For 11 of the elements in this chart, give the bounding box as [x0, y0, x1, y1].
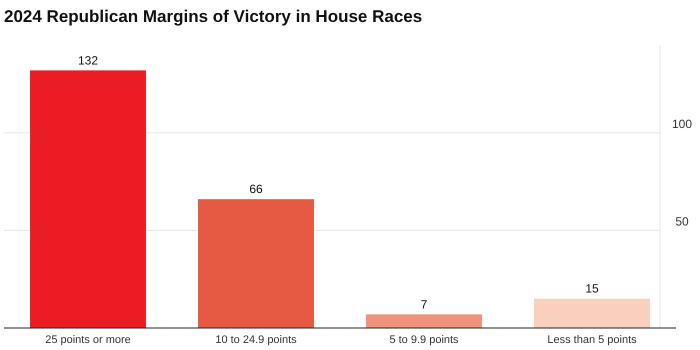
- y-tick-label: 50: [675, 214, 689, 229]
- chart-title: 2024 Republican Margins of Victory in House Races: [4, 7, 422, 26]
- x-tick-label: 25 points or more: [45, 334, 131, 346]
- data-label: 7: [420, 297, 428, 312]
- y-tick-label: 100: [672, 117, 692, 132]
- data-label: 15: [585, 282, 599, 296]
- x-tick-label: 10 to 24.9 points: [215, 334, 298, 346]
- data-label: 66: [249, 182, 263, 196]
- data-label: 132: [78, 53, 98, 68]
- x-tick-label: 5 to 9.9 points: [389, 334, 460, 346]
- x-tick-label: Less than 5 points: [547, 334, 638, 346]
